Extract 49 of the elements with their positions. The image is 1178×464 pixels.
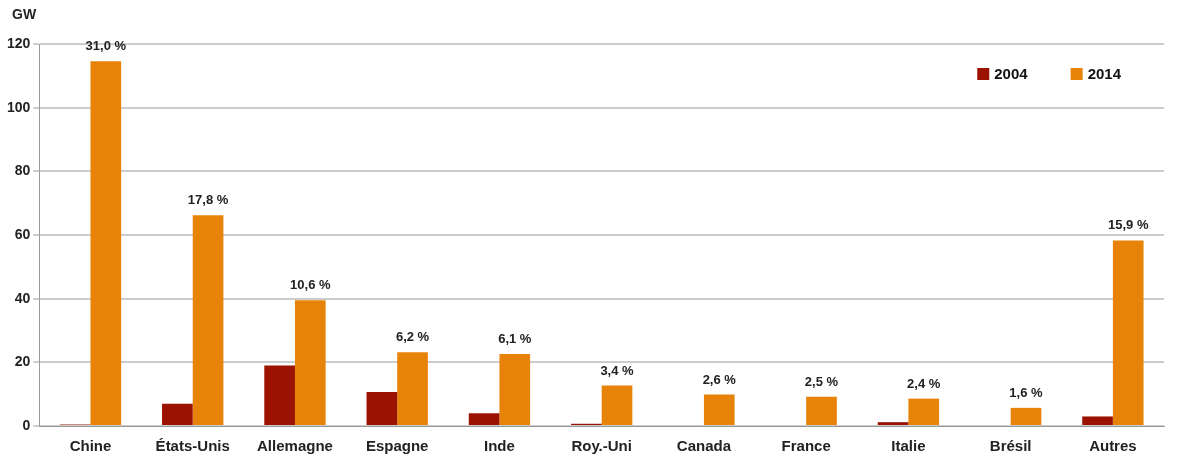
bar xyxy=(601,385,633,425)
annotation: 1,6 % xyxy=(1009,384,1044,400)
bar xyxy=(397,352,428,425)
bar xyxy=(1010,407,1042,425)
y-tick-label: 80 xyxy=(14,162,31,179)
bar xyxy=(877,422,909,425)
x-tick-label: Autres xyxy=(1089,437,1137,455)
legend-label: 2004 xyxy=(994,65,1029,83)
bar xyxy=(499,354,531,425)
y-tick-label: 100 xyxy=(7,98,31,115)
x-tick-label: Allemagne xyxy=(257,437,333,455)
bar xyxy=(264,365,295,425)
annotation: 31,0 % xyxy=(85,38,127,54)
bar xyxy=(908,398,940,425)
bar xyxy=(366,391,398,425)
x-tick-label: Canada xyxy=(676,437,732,455)
annotation: 3,4 % xyxy=(600,362,635,378)
y-tick-label: 20 xyxy=(14,353,31,370)
x-tick-label: Brésil xyxy=(989,437,1032,455)
bar xyxy=(1112,240,1144,425)
x-tick-label: France xyxy=(781,437,831,455)
bar xyxy=(806,396,837,425)
x-tick-label: Espagne xyxy=(365,437,429,455)
annotation: 2,6 % xyxy=(702,371,737,387)
bar xyxy=(703,394,735,425)
bar xyxy=(1082,416,1113,425)
bar xyxy=(162,403,193,425)
x-tick-label: Chine xyxy=(69,437,112,455)
y-axis-title: GW xyxy=(12,5,37,22)
annotation: 2,5 % xyxy=(804,373,839,389)
y-tick-label: 60 xyxy=(14,225,31,242)
annotation: 10,6 % xyxy=(290,277,331,293)
x-tick-label: Italie xyxy=(891,437,926,455)
y-tick-label: 120 xyxy=(7,34,31,51)
y-tick-label: 0 xyxy=(22,416,31,433)
legend-label: 2014 xyxy=(1087,65,1122,83)
bar xyxy=(294,300,326,425)
bar xyxy=(90,61,122,425)
x-tick-label: Roy.-Uni xyxy=(571,437,632,455)
x-tick-label: Inde xyxy=(484,437,515,455)
annotation: 2,4 % xyxy=(907,375,941,391)
bar xyxy=(468,413,500,425)
annotation: 6,2 % xyxy=(395,329,430,345)
y-tick-label: 40 xyxy=(14,289,31,306)
annotation: 17,8 % xyxy=(187,192,229,208)
bar xyxy=(192,215,224,425)
annotation: 6,1 % xyxy=(498,331,532,347)
annotation: 15,9 % xyxy=(1107,217,1149,233)
x-tick-label: États-Unis xyxy=(155,437,230,455)
